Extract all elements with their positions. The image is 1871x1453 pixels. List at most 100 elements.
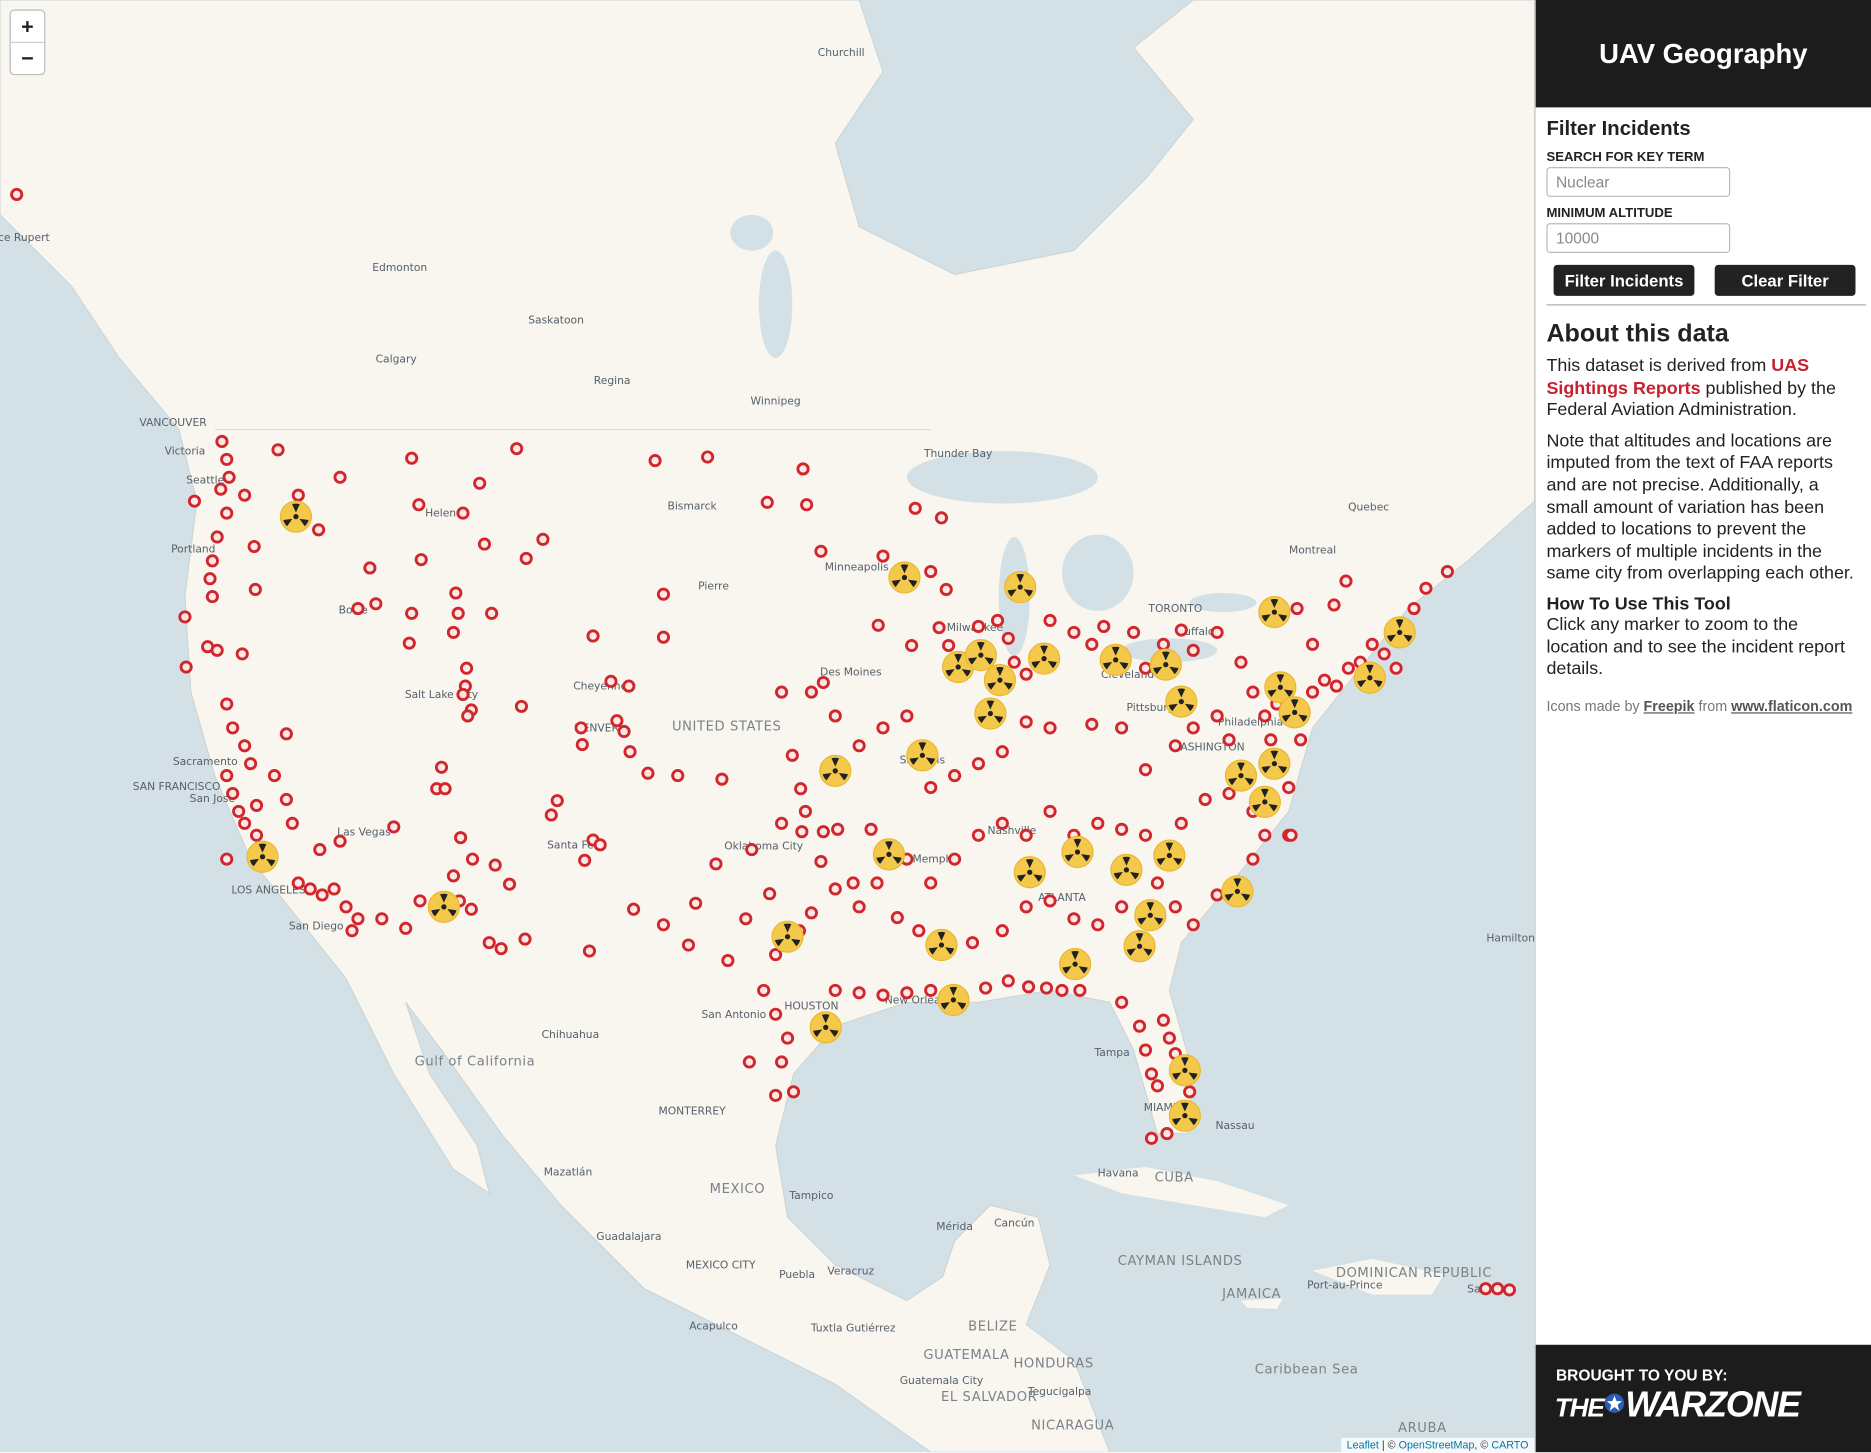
incident-marker[interactable] xyxy=(1306,637,1320,651)
incident-marker[interactable] xyxy=(1186,721,1200,735)
incident-marker[interactable] xyxy=(709,857,723,871)
incident-marker[interactable] xyxy=(438,782,452,796)
incident-marker[interactable] xyxy=(518,932,532,946)
nuclear-marker[interactable] xyxy=(1153,839,1186,872)
incident-marker[interactable] xyxy=(220,452,234,466)
incident-marker[interactable] xyxy=(248,582,262,597)
nuclear-marker[interactable] xyxy=(1004,570,1037,604)
incident-marker[interactable] xyxy=(979,981,993,995)
incident-marker[interactable] xyxy=(514,699,529,713)
incident-marker[interactable] xyxy=(333,834,347,848)
incident-marker[interactable] xyxy=(247,539,261,554)
incident-marker[interactable] xyxy=(831,822,845,836)
nuclear-marker[interactable] xyxy=(1099,643,1132,676)
incident-marker[interactable] xyxy=(775,816,789,830)
incident-marker[interactable] xyxy=(449,586,463,600)
incident-marker[interactable] xyxy=(291,876,305,890)
incident-marker[interactable] xyxy=(1085,717,1099,731)
incident-marker[interactable] xyxy=(934,511,949,525)
incident-marker[interactable] xyxy=(995,816,1009,830)
incident-marker[interactable] xyxy=(876,549,890,563)
incident-marker[interactable] xyxy=(775,1055,789,1069)
incident-marker[interactable] xyxy=(1317,673,1332,687)
incident-marker[interactable] xyxy=(804,685,818,699)
incident-marker[interactable] xyxy=(205,590,219,604)
incident-marker[interactable] xyxy=(446,625,460,639)
incident-marker[interactable] xyxy=(369,597,383,611)
incident-marker[interactable] xyxy=(550,794,564,808)
incident-marker[interactable] xyxy=(971,757,986,771)
incident-marker[interactable] xyxy=(578,853,592,867)
altitude-input[interactable]: 10000 xyxy=(1546,223,1731,253)
incident-marker[interactable] xyxy=(871,618,885,632)
incident-marker[interactable] xyxy=(249,798,264,812)
link[interactable]: UAS Sightings Reports xyxy=(1546,355,1810,399)
incident-marker[interactable] xyxy=(890,911,904,925)
incident-marker[interactable] xyxy=(814,544,828,558)
incident-marker[interactable] xyxy=(232,804,246,818)
incident-marker[interactable] xyxy=(828,882,842,896)
incident-marker[interactable] xyxy=(864,822,878,836)
link[interactable]: Freepik xyxy=(1643,697,1695,715)
incident-marker[interactable] xyxy=(1168,739,1182,753)
incident-marker[interactable] xyxy=(948,769,962,783)
nuclear-marker[interactable] xyxy=(771,920,804,953)
incident-marker[interactable] xyxy=(1138,661,1153,675)
incident-marker[interactable] xyxy=(285,816,299,830)
incident-marker[interactable] xyxy=(1264,733,1278,747)
nuclear-marker[interactable] xyxy=(1248,785,1281,818)
incident-marker[interactable] xyxy=(1001,631,1015,645)
nuclear-marker[interactable] xyxy=(1134,899,1167,932)
nuclear-marker[interactable] xyxy=(1165,685,1198,718)
nuclear-marker[interactable] xyxy=(1221,875,1254,908)
incident-marker[interactable] xyxy=(627,902,641,916)
incident-marker[interactable] xyxy=(1007,655,1021,669)
incident-marker[interactable] xyxy=(617,724,631,739)
nuclear-marker[interactable] xyxy=(872,838,906,871)
incident-marker[interactable] xyxy=(413,894,427,908)
incident-marker[interactable] xyxy=(1210,888,1224,902)
incident-marker[interactable] xyxy=(1138,1043,1153,1057)
incident-marker[interactable] xyxy=(604,674,618,688)
incident-marker[interactable] xyxy=(828,709,842,723)
incident-marker[interactable] xyxy=(510,442,524,456)
incident-marker[interactable] xyxy=(345,924,359,938)
incident-marker[interactable] xyxy=(1246,852,1260,866)
nuclear-marker[interactable] xyxy=(983,664,1017,697)
incident-marker[interactable] xyxy=(1210,625,1224,639)
incident-marker[interactable] xyxy=(402,636,416,650)
nuclear-marker[interactable] xyxy=(964,638,997,672)
incident-marker[interactable] xyxy=(610,714,624,728)
incident-marker[interactable] xyxy=(701,450,715,464)
incident-marker[interactable] xyxy=(315,888,329,902)
incident-marker[interactable] xyxy=(780,1031,795,1045)
incident-marker[interactable] xyxy=(671,769,685,783)
incident-marker[interactable] xyxy=(1440,564,1454,579)
incident-marker[interactable] xyxy=(1067,625,1081,639)
incident-marker[interactable] xyxy=(375,912,389,926)
incident-marker[interactable] xyxy=(656,630,671,644)
filter-button[interactable]: Filter Incidents xyxy=(1553,264,1695,296)
incident-marker[interactable] xyxy=(1327,598,1341,612)
incident-marker[interactable] xyxy=(769,948,783,962)
incident-marker[interactable] xyxy=(238,488,252,502)
incident-marker[interactable] xyxy=(745,843,759,857)
zoom-out[interactable]: − xyxy=(10,41,45,74)
incident-marker[interactable] xyxy=(816,675,830,690)
incident-marker[interactable] xyxy=(544,808,558,822)
incident-marker[interactable] xyxy=(1097,619,1111,634)
incident-marker[interactable] xyxy=(912,924,926,938)
incident-marker[interactable] xyxy=(412,498,426,512)
incident-marker[interactable] xyxy=(1174,623,1188,637)
incident-marker[interactable] xyxy=(203,572,217,586)
incident-marker[interactable] xyxy=(990,613,1005,628)
incident-marker[interactable] xyxy=(10,187,24,202)
incident-marker[interactable] xyxy=(1341,661,1355,675)
incident-marker[interactable] xyxy=(351,601,365,616)
incident-marker[interactable] xyxy=(1019,828,1033,842)
incident-marker[interactable] xyxy=(622,679,636,693)
nuclear-marker[interactable] xyxy=(1013,856,1046,889)
incident-marker[interactable] xyxy=(1284,828,1298,842)
incident-marker[interactable] xyxy=(446,869,460,883)
nuclear-marker[interactable] xyxy=(888,561,921,594)
